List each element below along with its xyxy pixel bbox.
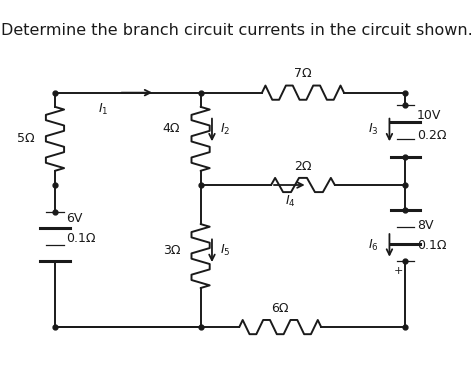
Text: 6V: 6V [66, 212, 83, 225]
Text: 8V: 8V [417, 219, 433, 232]
Text: 0.2Ω: 0.2Ω [417, 129, 446, 142]
Text: 3Ω: 3Ω [163, 244, 180, 257]
Text: 6Ω: 6Ω [272, 302, 289, 314]
Text: $I_3$: $I_3$ [368, 122, 379, 137]
Text: $I_2$: $I_2$ [220, 122, 230, 138]
Text: $I_4$: $I_4$ [285, 194, 296, 209]
Text: Determine the branch circuit currents in the circuit shown.: Determine the branch circuit currents in… [1, 23, 473, 38]
Text: 10V: 10V [417, 109, 441, 122]
Text: 0.1Ω: 0.1Ω [66, 232, 96, 245]
Text: 4Ω: 4Ω [163, 122, 180, 135]
Text: $I_5$: $I_5$ [220, 243, 231, 258]
Text: 0.1Ω: 0.1Ω [417, 239, 446, 252]
Text: +: + [394, 266, 403, 276]
Text: 5Ω: 5Ω [17, 132, 35, 145]
Text: $I_6$: $I_6$ [368, 238, 379, 253]
Text: $I_1$: $I_1$ [98, 101, 108, 117]
Text: 2Ω: 2Ω [294, 159, 312, 172]
Text: 7Ω: 7Ω [294, 67, 312, 80]
